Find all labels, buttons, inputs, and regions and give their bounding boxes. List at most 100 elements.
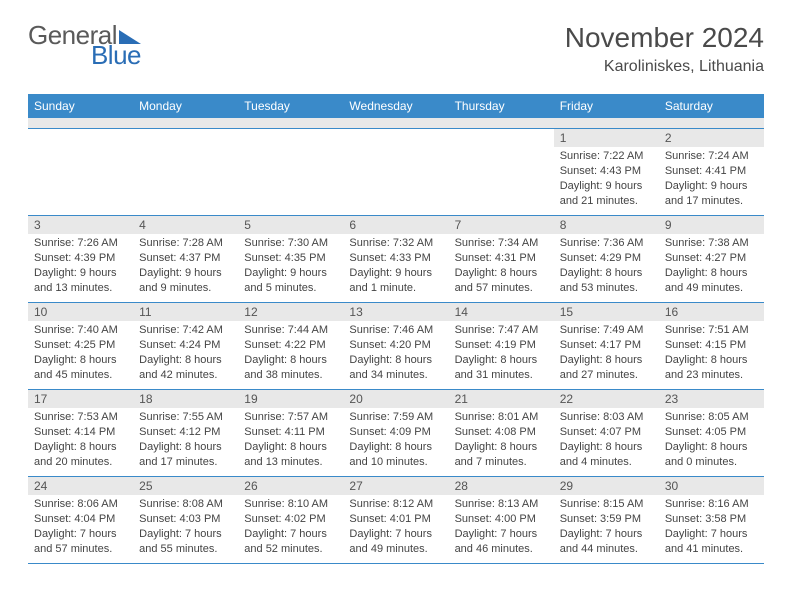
day-data: Sunrise: 8:06 AMSunset: 4:04 PMDaylight:… <box>28 495 133 560</box>
calendar-cell: 30Sunrise: 8:16 AMSunset: 3:58 PMDayligh… <box>659 477 764 564</box>
day-number: 6 <box>343 216 448 234</box>
day-number: 11 <box>133 303 238 321</box>
weekday-header: Monday <box>133 94 238 118</box>
day-number: 4 <box>133 216 238 234</box>
header: General Blue November 2024 Karoliniskes,… <box>28 22 764 76</box>
spacer-row <box>28 118 764 129</box>
day-number: 18 <box>133 390 238 408</box>
day-data: Sunrise: 7:46 AMSunset: 4:20 PMDaylight:… <box>343 321 448 386</box>
calendar-cell: 19Sunrise: 7:57 AMSunset: 4:11 PMDayligh… <box>238 390 343 477</box>
calendar-cell: 27Sunrise: 8:12 AMSunset: 4:01 PMDayligh… <box>343 477 448 564</box>
calendar-week-row: 1Sunrise: 7:22 AMSunset: 4:43 PMDaylight… <box>28 129 764 216</box>
day-data: Sunrise: 8:08 AMSunset: 4:03 PMDaylight:… <box>133 495 238 560</box>
day-data: Sunrise: 7:40 AMSunset: 4:25 PMDaylight:… <box>28 321 133 386</box>
calendar-cell: 26Sunrise: 8:10 AMSunset: 4:02 PMDayligh… <box>238 477 343 564</box>
day-data: Sunrise: 8:05 AMSunset: 4:05 PMDaylight:… <box>659 408 764 473</box>
weekday-header: Saturday <box>659 94 764 118</box>
day-data: Sunrise: 7:28 AMSunset: 4:37 PMDaylight:… <box>133 234 238 299</box>
day-data: Sunrise: 8:01 AMSunset: 4:08 PMDaylight:… <box>449 408 554 473</box>
weekday-header: Sunday <box>28 94 133 118</box>
day-data: Sunrise: 8:10 AMSunset: 4:02 PMDaylight:… <box>238 495 343 560</box>
calendar-cell: 24Sunrise: 8:06 AMSunset: 4:04 PMDayligh… <box>28 477 133 564</box>
title-block: November 2024 Karoliniskes, Lithuania <box>565 22 764 76</box>
calendar-cell: 4Sunrise: 7:28 AMSunset: 4:37 PMDaylight… <box>133 216 238 303</box>
day-number: 7 <box>449 216 554 234</box>
day-data: Sunrise: 7:38 AMSunset: 4:27 PMDaylight:… <box>659 234 764 299</box>
day-data: Sunrise: 7:34 AMSunset: 4:31 PMDaylight:… <box>449 234 554 299</box>
day-number: 27 <box>343 477 448 495</box>
calendar-cell: 28Sunrise: 8:13 AMSunset: 4:00 PMDayligh… <box>449 477 554 564</box>
day-data: Sunrise: 8:12 AMSunset: 4:01 PMDaylight:… <box>343 495 448 560</box>
day-number: 5 <box>238 216 343 234</box>
calendar-week-row: 10Sunrise: 7:40 AMSunset: 4:25 PMDayligh… <box>28 303 764 390</box>
day-number: 23 <box>659 390 764 408</box>
calendar-cell: 13Sunrise: 7:46 AMSunset: 4:20 PMDayligh… <box>343 303 448 390</box>
day-number: 19 <box>238 390 343 408</box>
day-data: Sunrise: 7:32 AMSunset: 4:33 PMDaylight:… <box>343 234 448 299</box>
weekday-header-row: Sunday Monday Tuesday Wednesday Thursday… <box>28 94 764 118</box>
calendar-body: 1Sunrise: 7:22 AMSunset: 4:43 PMDaylight… <box>28 118 764 564</box>
calendar-cell: 7Sunrise: 7:34 AMSunset: 4:31 PMDaylight… <box>449 216 554 303</box>
calendar-cell: 12Sunrise: 7:44 AMSunset: 4:22 PMDayligh… <box>238 303 343 390</box>
calendar-week-row: 24Sunrise: 8:06 AMSunset: 4:04 PMDayligh… <box>28 477 764 564</box>
day-number: 21 <box>449 390 554 408</box>
day-number: 13 <box>343 303 448 321</box>
day-number: 10 <box>28 303 133 321</box>
calendar-cell: 16Sunrise: 7:51 AMSunset: 4:15 PMDayligh… <box>659 303 764 390</box>
day-data: Sunrise: 7:26 AMSunset: 4:39 PMDaylight:… <box>28 234 133 299</box>
calendar-cell: 18Sunrise: 7:55 AMSunset: 4:12 PMDayligh… <box>133 390 238 477</box>
calendar-cell: 1Sunrise: 7:22 AMSunset: 4:43 PMDaylight… <box>554 129 659 216</box>
day-data: Sunrise: 7:49 AMSunset: 4:17 PMDaylight:… <box>554 321 659 386</box>
day-data: Sunrise: 8:15 AMSunset: 3:59 PMDaylight:… <box>554 495 659 560</box>
weekday-header: Wednesday <box>343 94 448 118</box>
weekday-header: Tuesday <box>238 94 343 118</box>
day-number: 25 <box>133 477 238 495</box>
day-number: 22 <box>554 390 659 408</box>
calendar-week-row: 3Sunrise: 7:26 AMSunset: 4:39 PMDaylight… <box>28 216 764 303</box>
calendar-week-row: 17Sunrise: 7:53 AMSunset: 4:14 PMDayligh… <box>28 390 764 477</box>
day-data: Sunrise: 7:53 AMSunset: 4:14 PMDaylight:… <box>28 408 133 473</box>
month-title: November 2024 <box>565 22 764 54</box>
day-data: Sunrise: 7:57 AMSunset: 4:11 PMDaylight:… <box>238 408 343 473</box>
day-number: 26 <box>238 477 343 495</box>
day-number: 1 <box>554 129 659 147</box>
logo: General Blue <box>28 22 141 68</box>
calendar-cell: 6Sunrise: 7:32 AMSunset: 4:33 PMDaylight… <box>343 216 448 303</box>
calendar-cell: 25Sunrise: 8:08 AMSunset: 4:03 PMDayligh… <box>133 477 238 564</box>
calendar-cell: 10Sunrise: 7:40 AMSunset: 4:25 PMDayligh… <box>28 303 133 390</box>
day-number: 3 <box>28 216 133 234</box>
day-data: Sunrise: 8:16 AMSunset: 3:58 PMDaylight:… <box>659 495 764 560</box>
day-data: Sunrise: 8:13 AMSunset: 4:00 PMDaylight:… <box>449 495 554 560</box>
day-number: 17 <box>28 390 133 408</box>
day-number: 9 <box>659 216 764 234</box>
calendar-cell: 5Sunrise: 7:30 AMSunset: 4:35 PMDaylight… <box>238 216 343 303</box>
calendar-cell <box>343 129 448 216</box>
day-number: 29 <box>554 477 659 495</box>
calendar-cell <box>28 129 133 216</box>
day-number: 2 <box>659 129 764 147</box>
calendar-cell: 11Sunrise: 7:42 AMSunset: 4:24 PMDayligh… <box>133 303 238 390</box>
calendar-cell: 22Sunrise: 8:03 AMSunset: 4:07 PMDayligh… <box>554 390 659 477</box>
day-data: Sunrise: 8:03 AMSunset: 4:07 PMDaylight:… <box>554 408 659 473</box>
day-data: Sunrise: 7:44 AMSunset: 4:22 PMDaylight:… <box>238 321 343 386</box>
day-data: Sunrise: 7:22 AMSunset: 4:43 PMDaylight:… <box>554 147 659 212</box>
calendar-page: General Blue November 2024 Karoliniskes,… <box>0 0 792 582</box>
day-number: 20 <box>343 390 448 408</box>
calendar-cell: 17Sunrise: 7:53 AMSunset: 4:14 PMDayligh… <box>28 390 133 477</box>
day-data: Sunrise: 7:30 AMSunset: 4:35 PMDaylight:… <box>238 234 343 299</box>
day-number: 12 <box>238 303 343 321</box>
calendar-cell: 20Sunrise: 7:59 AMSunset: 4:09 PMDayligh… <box>343 390 448 477</box>
day-data: Sunrise: 7:36 AMSunset: 4:29 PMDaylight:… <box>554 234 659 299</box>
calendar-cell: 15Sunrise: 7:49 AMSunset: 4:17 PMDayligh… <box>554 303 659 390</box>
calendar-cell: 3Sunrise: 7:26 AMSunset: 4:39 PMDaylight… <box>28 216 133 303</box>
calendar-cell: 23Sunrise: 8:05 AMSunset: 4:05 PMDayligh… <box>659 390 764 477</box>
calendar-cell: 8Sunrise: 7:36 AMSunset: 4:29 PMDaylight… <box>554 216 659 303</box>
calendar-cell: 14Sunrise: 7:47 AMSunset: 4:19 PMDayligh… <box>449 303 554 390</box>
day-number: 28 <box>449 477 554 495</box>
day-data: Sunrise: 7:51 AMSunset: 4:15 PMDaylight:… <box>659 321 764 386</box>
calendar-cell: 21Sunrise: 8:01 AMSunset: 4:08 PMDayligh… <box>449 390 554 477</box>
day-data: Sunrise: 7:55 AMSunset: 4:12 PMDaylight:… <box>133 408 238 473</box>
day-data: Sunrise: 7:42 AMSunset: 4:24 PMDaylight:… <box>133 321 238 386</box>
calendar-cell: 29Sunrise: 8:15 AMSunset: 3:59 PMDayligh… <box>554 477 659 564</box>
weekday-header: Friday <box>554 94 659 118</box>
